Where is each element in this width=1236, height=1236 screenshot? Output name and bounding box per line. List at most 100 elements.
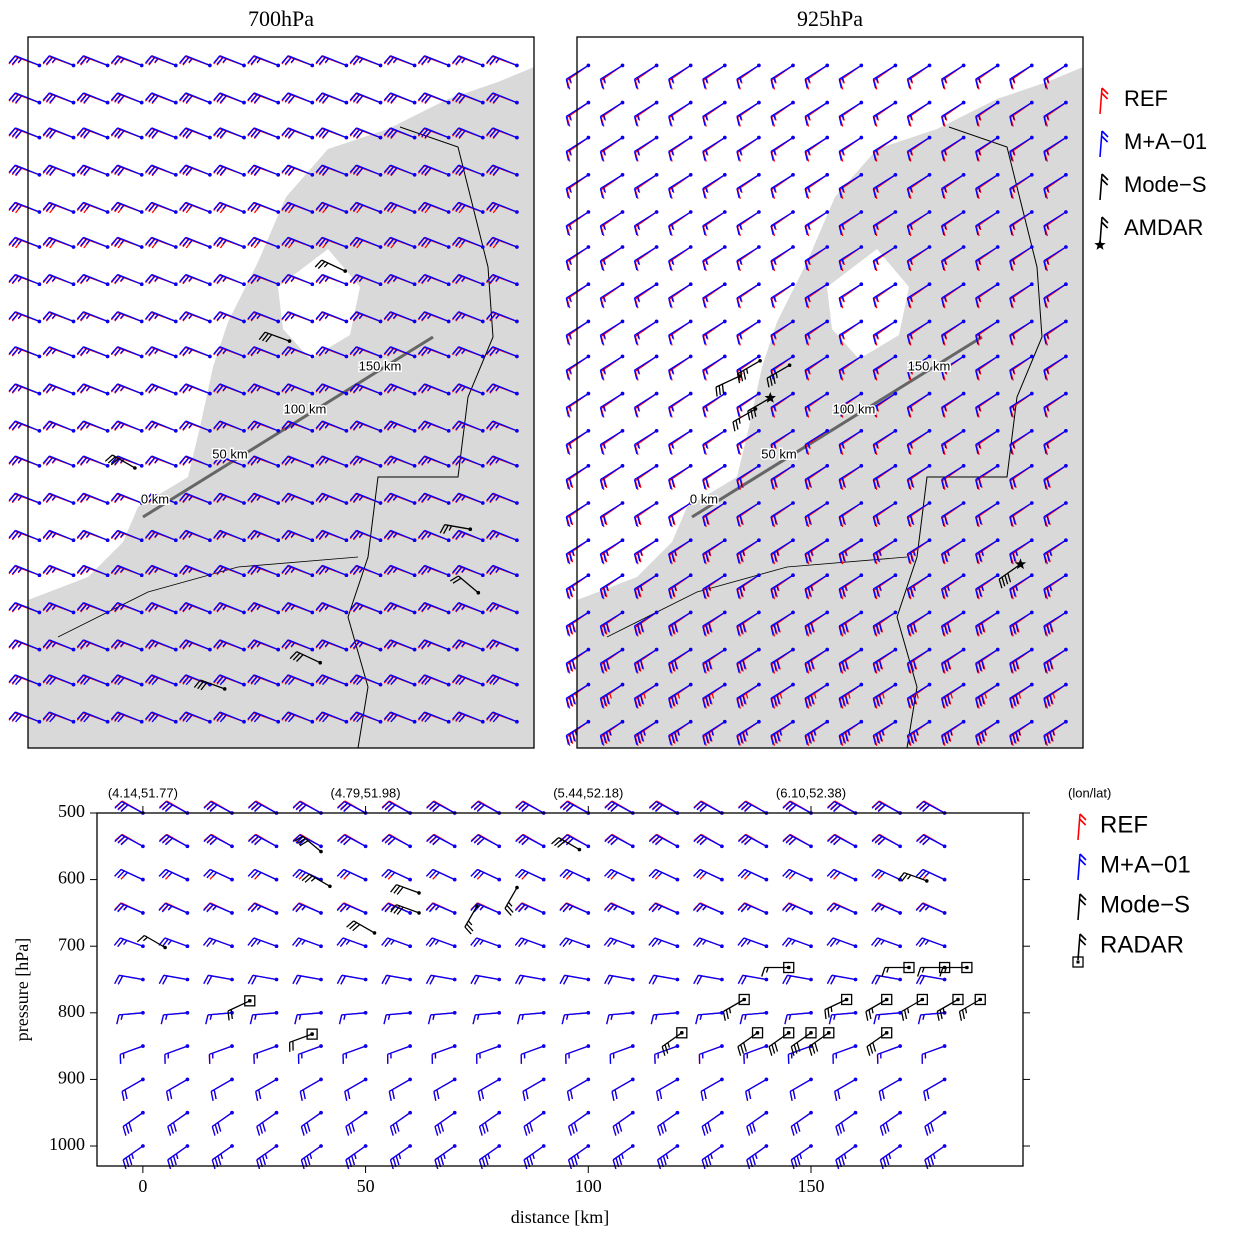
station-dot — [453, 845, 457, 849]
wind-barb — [209, 1046, 232, 1064]
station-dot — [140, 355, 144, 359]
station-dot — [1030, 355, 1034, 359]
station-dot — [860, 464, 864, 468]
station-dot — [230, 878, 234, 882]
legend-label: Mode−S — [1100, 891, 1190, 918]
station-dot — [587, 429, 591, 433]
station-dot — [379, 210, 383, 214]
station-dot — [542, 1044, 546, 1048]
station-dot — [825, 683, 829, 687]
station-dot — [962, 136, 966, 140]
station-dot — [542, 878, 546, 882]
wind-barb — [388, 1046, 411, 1064]
station-dot — [587, 1111, 591, 1115]
station-dot — [106, 64, 110, 68]
station-dot — [345, 392, 349, 396]
station-dot — [106, 136, 110, 140]
square-dot — [907, 966, 910, 969]
wind-barb — [805, 138, 827, 161]
station-dot — [765, 845, 769, 849]
station-dot — [738, 374, 742, 378]
station-dot — [962, 573, 966, 577]
station-dot — [481, 464, 485, 468]
station-dot — [621, 101, 625, 105]
wind-barb — [382, 938, 410, 947]
station-dot — [655, 245, 659, 249]
station-dot — [106, 355, 110, 359]
station-dot — [894, 464, 898, 468]
station-dot — [587, 538, 591, 542]
wind-barb — [566, 1046, 589, 1064]
y-tick-label: 500 — [58, 801, 85, 821]
station-dot — [1064, 136, 1068, 140]
wind-barb — [827, 904, 855, 913]
station-dot — [379, 648, 383, 652]
wind-barb — [337, 975, 365, 984]
station-dot — [447, 611, 451, 615]
station-dot — [379, 320, 383, 324]
station-dot — [345, 210, 349, 214]
wind-barb — [827, 870, 855, 880]
station-dot — [481, 611, 485, 615]
station-dot — [38, 648, 42, 652]
station-dot — [311, 355, 315, 359]
station-dot — [379, 173, 383, 177]
station-dot — [689, 173, 693, 177]
station-dot — [208, 355, 212, 359]
wind-barb — [669, 138, 691, 161]
station-dot — [676, 944, 680, 948]
station-dot — [655, 136, 659, 140]
wind-barb — [635, 356, 657, 379]
station-dot — [413, 683, 417, 687]
station-dot — [276, 429, 280, 433]
wind-barb — [669, 394, 691, 417]
wind-barb — [346, 1113, 366, 1136]
station-dot — [242, 245, 246, 249]
wind-barb — [204, 870, 232, 880]
station-dot — [809, 1111, 813, 1115]
station-dot — [106, 245, 110, 249]
station-dot — [996, 573, 1000, 577]
station-dot — [757, 101, 761, 105]
station-dot — [106, 501, 110, 505]
station-dot — [242, 282, 246, 286]
wind-barb — [790, 1079, 811, 1100]
station-dot — [1064, 720, 1068, 724]
wind-barb — [600, 394, 622, 417]
station-dot — [962, 648, 966, 652]
station-dot — [447, 720, 451, 724]
station-dot — [860, 392, 864, 396]
station-dot — [364, 911, 368, 915]
observation-barb — [391, 885, 419, 895]
station-dot — [928, 392, 932, 396]
station-dot — [497, 1144, 501, 1148]
wind-barb — [165, 1046, 188, 1064]
station-dot — [860, 683, 864, 687]
station-dot — [515, 320, 519, 324]
station-dot — [345, 683, 349, 687]
station-dot — [208, 173, 212, 177]
station-dot — [311, 320, 315, 324]
wind-barb — [293, 904, 321, 913]
station-dot — [515, 683, 519, 687]
station-dot — [345, 573, 349, 577]
station-dot — [720, 1144, 724, 1148]
station-dot — [413, 136, 417, 140]
station-dot — [276, 64, 280, 68]
station-dot — [230, 944, 234, 948]
station-dot — [621, 648, 625, 652]
station-dot — [242, 429, 246, 433]
station-dot — [230, 978, 234, 982]
station-dot — [757, 173, 761, 177]
legend-label: REF — [1100, 811, 1148, 838]
station-dot — [515, 611, 519, 615]
station-dot — [720, 944, 724, 948]
station-dot — [587, 648, 591, 652]
station-dot — [481, 64, 485, 68]
station-dot — [140, 320, 144, 324]
station-dot — [765, 1078, 769, 1082]
station-dot — [242, 720, 246, 724]
station-dot — [587, 210, 591, 214]
legend-label: RADAR — [1100, 931, 1184, 958]
station-dot — [140, 683, 144, 687]
